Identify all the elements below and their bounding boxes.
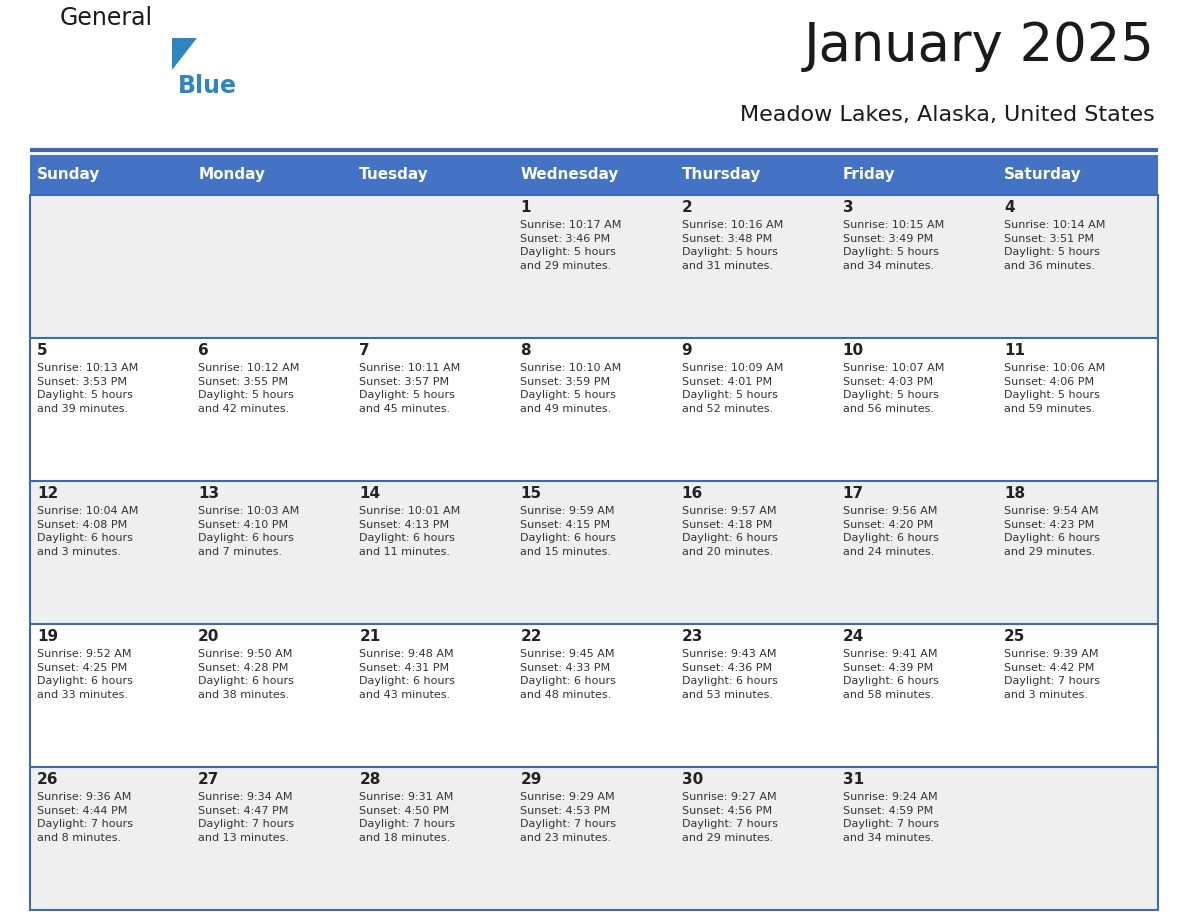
Text: 18: 18 — [1004, 486, 1025, 501]
Text: Sunrise: 9:36 AM
Sunset: 4:44 PM
Daylight: 7 hours
and 8 minutes.: Sunrise: 9:36 AM Sunset: 4:44 PM Dayligh… — [37, 792, 133, 843]
Text: Sunrise: 10:01 AM
Sunset: 4:13 PM
Daylight: 6 hours
and 11 minutes.: Sunrise: 10:01 AM Sunset: 4:13 PM Daylig… — [359, 506, 461, 557]
Bar — [30, 767, 1158, 910]
Text: Sunrise: 10:07 AM
Sunset: 4:03 PM
Daylight: 5 hours
and 56 minutes.: Sunrise: 10:07 AM Sunset: 4:03 PM Daylig… — [842, 363, 944, 414]
Text: 29: 29 — [520, 772, 542, 787]
Text: Sunrise: 10:15 AM
Sunset: 3:49 PM
Daylight: 5 hours
and 34 minutes.: Sunrise: 10:15 AM Sunset: 3:49 PM Daylig… — [842, 220, 944, 271]
Text: 28: 28 — [359, 772, 380, 787]
Text: Sunrise: 9:59 AM
Sunset: 4:15 PM
Daylight: 6 hours
and 15 minutes.: Sunrise: 9:59 AM Sunset: 4:15 PM Dayligh… — [520, 506, 617, 557]
Text: 2: 2 — [682, 200, 693, 215]
Text: 21: 21 — [359, 629, 380, 644]
Text: Sunrise: 10:10 AM
Sunset: 3:59 PM
Daylight: 5 hours
and 49 minutes.: Sunrise: 10:10 AM Sunset: 3:59 PM Daylig… — [520, 363, 621, 414]
Text: Sunrise: 9:34 AM
Sunset: 4:47 PM
Daylight: 7 hours
and 13 minutes.: Sunrise: 9:34 AM Sunset: 4:47 PM Dayligh… — [198, 792, 295, 843]
Text: Sunrise: 9:29 AM
Sunset: 4:53 PM
Daylight: 7 hours
and 23 minutes.: Sunrise: 9:29 AM Sunset: 4:53 PM Dayligh… — [520, 792, 617, 843]
Text: 12: 12 — [37, 486, 58, 501]
Text: Sunrise: 9:41 AM
Sunset: 4:39 PM
Daylight: 6 hours
and 58 minutes.: Sunrise: 9:41 AM Sunset: 4:39 PM Dayligh… — [842, 649, 939, 700]
Text: 8: 8 — [520, 343, 531, 358]
Text: 24: 24 — [842, 629, 864, 644]
Text: Sunrise: 9:31 AM
Sunset: 4:50 PM
Daylight: 7 hours
and 18 minutes.: Sunrise: 9:31 AM Sunset: 4:50 PM Dayligh… — [359, 792, 455, 843]
Text: Sunrise: 9:54 AM
Sunset: 4:23 PM
Daylight: 6 hours
and 29 minutes.: Sunrise: 9:54 AM Sunset: 4:23 PM Dayligh… — [1004, 506, 1100, 557]
Text: Sunrise: 10:13 AM
Sunset: 3:53 PM
Daylight: 5 hours
and 39 minutes.: Sunrise: 10:13 AM Sunset: 3:53 PM Daylig… — [37, 363, 138, 414]
Text: 3: 3 — [842, 200, 853, 215]
Text: 31: 31 — [842, 772, 864, 787]
Text: Sunrise: 9:50 AM
Sunset: 4:28 PM
Daylight: 6 hours
and 38 minutes.: Sunrise: 9:50 AM Sunset: 4:28 PM Dayligh… — [198, 649, 293, 700]
Text: Sunrise: 10:03 AM
Sunset: 4:10 PM
Daylight: 6 hours
and 7 minutes.: Sunrise: 10:03 AM Sunset: 4:10 PM Daylig… — [198, 506, 299, 557]
Text: Sunrise: 9:43 AM
Sunset: 4:36 PM
Daylight: 6 hours
and 53 minutes.: Sunrise: 9:43 AM Sunset: 4:36 PM Dayligh… — [682, 649, 777, 700]
Text: Sunrise: 10:04 AM
Sunset: 4:08 PM
Daylight: 6 hours
and 3 minutes.: Sunrise: 10:04 AM Sunset: 4:08 PM Daylig… — [37, 506, 138, 557]
Text: 9: 9 — [682, 343, 693, 358]
Text: Meadow Lakes, Alaska, United States: Meadow Lakes, Alaska, United States — [740, 105, 1155, 125]
Text: 1: 1 — [520, 200, 531, 215]
Text: Sunrise: 9:48 AM
Sunset: 4:31 PM
Daylight: 6 hours
and 43 minutes.: Sunrise: 9:48 AM Sunset: 4:31 PM Dayligh… — [359, 649, 455, 700]
Text: 5: 5 — [37, 343, 48, 358]
Text: 4: 4 — [1004, 200, 1015, 215]
Text: Sunrise: 9:45 AM
Sunset: 4:33 PM
Daylight: 6 hours
and 48 minutes.: Sunrise: 9:45 AM Sunset: 4:33 PM Dayligh… — [520, 649, 617, 700]
Text: Sunrise: 9:52 AM
Sunset: 4:25 PM
Daylight: 6 hours
and 33 minutes.: Sunrise: 9:52 AM Sunset: 4:25 PM Dayligh… — [37, 649, 133, 700]
Text: 15: 15 — [520, 486, 542, 501]
Text: 30: 30 — [682, 772, 703, 787]
Bar — [30, 195, 1158, 338]
Text: 10: 10 — [842, 343, 864, 358]
Text: 25: 25 — [1004, 629, 1025, 644]
Text: Sunrise: 10:16 AM
Sunset: 3:48 PM
Daylight: 5 hours
and 31 minutes.: Sunrise: 10:16 AM Sunset: 3:48 PM Daylig… — [682, 220, 783, 271]
Text: Sunrise: 9:56 AM
Sunset: 4:20 PM
Daylight: 6 hours
and 24 minutes.: Sunrise: 9:56 AM Sunset: 4:20 PM Dayligh… — [842, 506, 939, 557]
Text: Saturday: Saturday — [1004, 167, 1081, 183]
Text: Sunrise: 9:57 AM
Sunset: 4:18 PM
Daylight: 6 hours
and 20 minutes.: Sunrise: 9:57 AM Sunset: 4:18 PM Dayligh… — [682, 506, 777, 557]
Text: Wednesday: Wednesday — [520, 167, 619, 183]
Text: 27: 27 — [198, 772, 220, 787]
Text: 7: 7 — [359, 343, 369, 358]
Text: Tuesday: Tuesday — [359, 167, 429, 183]
Text: Sunrise: 10:12 AM
Sunset: 3:55 PM
Daylight: 5 hours
and 42 minutes.: Sunrise: 10:12 AM Sunset: 3:55 PM Daylig… — [198, 363, 299, 414]
Bar — [30, 155, 1158, 195]
Text: 23: 23 — [682, 629, 703, 644]
Text: Sunrise: 10:17 AM
Sunset: 3:46 PM
Daylight: 5 hours
and 29 minutes.: Sunrise: 10:17 AM Sunset: 3:46 PM Daylig… — [520, 220, 621, 271]
Text: 22: 22 — [520, 629, 542, 644]
Text: General: General — [61, 6, 153, 30]
Text: Sunrise: 9:39 AM
Sunset: 4:42 PM
Daylight: 7 hours
and 3 minutes.: Sunrise: 9:39 AM Sunset: 4:42 PM Dayligh… — [1004, 649, 1100, 700]
Text: Sunrise: 10:11 AM
Sunset: 3:57 PM
Daylight: 5 hours
and 45 minutes.: Sunrise: 10:11 AM Sunset: 3:57 PM Daylig… — [359, 363, 461, 414]
Text: Blue: Blue — [178, 74, 236, 98]
Text: Monday: Monday — [198, 167, 265, 183]
Bar — [30, 624, 1158, 767]
Text: 17: 17 — [842, 486, 864, 501]
Polygon shape — [172, 38, 197, 70]
Text: 26: 26 — [37, 772, 58, 787]
Text: Friday: Friday — [842, 167, 896, 183]
Text: Thursday: Thursday — [682, 167, 762, 183]
Text: Sunrise: 10:09 AM
Sunset: 4:01 PM
Daylight: 5 hours
and 52 minutes.: Sunrise: 10:09 AM Sunset: 4:01 PM Daylig… — [682, 363, 783, 414]
Text: 19: 19 — [37, 629, 58, 644]
Text: Sunrise: 9:24 AM
Sunset: 4:59 PM
Daylight: 7 hours
and 34 minutes.: Sunrise: 9:24 AM Sunset: 4:59 PM Dayligh… — [842, 792, 939, 843]
Text: 14: 14 — [359, 486, 380, 501]
Bar — [30, 481, 1158, 624]
Text: Sunday: Sunday — [37, 167, 100, 183]
Text: 20: 20 — [198, 629, 220, 644]
Bar — [30, 338, 1158, 481]
Text: Sunrise: 9:27 AM
Sunset: 4:56 PM
Daylight: 7 hours
and 29 minutes.: Sunrise: 9:27 AM Sunset: 4:56 PM Dayligh… — [682, 792, 778, 843]
Text: 6: 6 — [198, 343, 209, 358]
Text: Sunrise: 10:14 AM
Sunset: 3:51 PM
Daylight: 5 hours
and 36 minutes.: Sunrise: 10:14 AM Sunset: 3:51 PM Daylig… — [1004, 220, 1105, 271]
Text: January 2025: January 2025 — [804, 20, 1155, 72]
Text: 13: 13 — [198, 486, 220, 501]
Text: 11: 11 — [1004, 343, 1025, 358]
Text: Sunrise: 10:06 AM
Sunset: 4:06 PM
Daylight: 5 hours
and 59 minutes.: Sunrise: 10:06 AM Sunset: 4:06 PM Daylig… — [1004, 363, 1105, 414]
Text: 16: 16 — [682, 486, 703, 501]
